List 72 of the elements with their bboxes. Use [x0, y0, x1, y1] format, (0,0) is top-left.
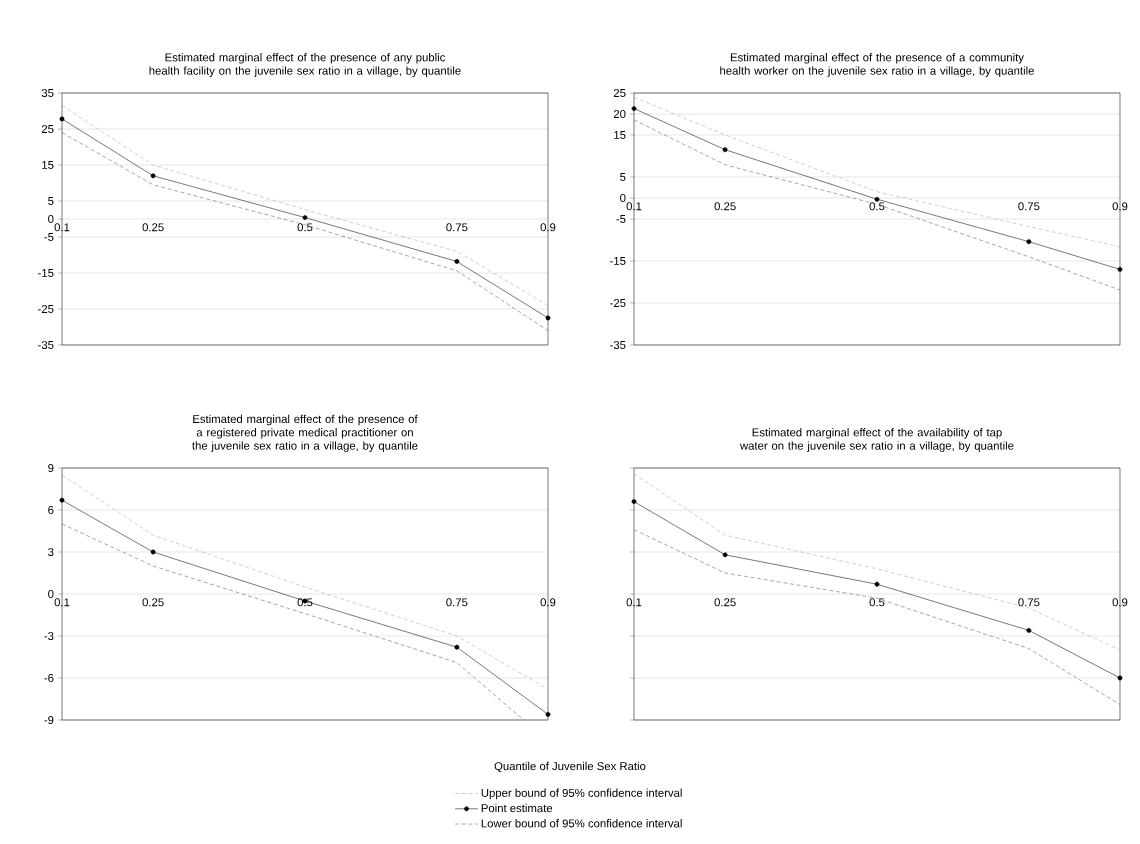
y-tick-label: 15 — [42, 161, 54, 169]
x-tick-label: 0.75 — [446, 223, 468, 232]
x-tick-label: 0.1 — [626, 202, 642, 211]
x-tick-label: 0.5 — [297, 223, 313, 232]
point — [1026, 239, 1032, 245]
point — [874, 581, 880, 587]
y-tick-label: -35 — [38, 340, 54, 349]
y-tick-label: 35 — [41, 89, 54, 98]
y-tick-label: -5 — [616, 215, 626, 223]
x-tick-label: 0.5 — [869, 598, 885, 607]
x-tick-label: 0.5 — [869, 202, 885, 211]
point — [59, 497, 65, 503]
x-tick-label: 0.9 — [1112, 598, 1128, 607]
chart-title: Estimated marginal effect of the availability of tap water on the juvenile sex ratio in a village, by quantile — [739, 428, 1014, 452]
point — [1026, 628, 1032, 633]
x-tick-label: 0.9 — [540, 223, 556, 232]
y-tick-label: -15 — [38, 269, 54, 277]
x-tick-label: 0.5 — [297, 598, 313, 607]
point — [545, 711, 551, 717]
point — [454, 644, 460, 650]
point — [454, 259, 460, 264]
point — [302, 215, 308, 220]
point — [722, 552, 728, 558]
legend-title: Quantile of Juvenile Sex Ratio — [494, 761, 646, 773]
x-tick-label: 0.25 — [142, 598, 164, 607]
y-tick-label: 0 — [48, 590, 54, 599]
point — [150, 173, 156, 179]
y-tick-label: -5 — [44, 233, 54, 241]
x-tick-label: 0.75 — [1018, 202, 1040, 211]
y-tick-label: 0 — [620, 194, 626, 203]
x-tick-label: 0.25 — [142, 223, 164, 232]
point — [722, 147, 728, 153]
point — [150, 549, 156, 555]
y-tick-label: 15 — [614, 131, 626, 139]
y-tick-label: 0 — [48, 215, 54, 224]
y-tick-label: -6 — [44, 674, 54, 683]
x-tick-label: 0.1 — [54, 598, 70, 607]
y-tick-label: 3 — [48, 548, 54, 557]
legend-label: Lower bound of 95% confidence interval — [481, 819, 682, 828]
chart-title: Estimated marginal effect of the presence of any public health facility on the juvenile sex ratio in a village, by quantile — [149, 53, 461, 77]
y-tick-label: 5 — [48, 197, 54, 205]
x-tick-label: 0.25 — [714, 202, 736, 211]
x-tick-label: 0.9 — [540, 598, 556, 607]
y-tick-label: -9 — [44, 716, 54, 725]
point — [874, 196, 880, 202]
y-tick-label: 25 — [613, 89, 626, 98]
y-tick-label: -35 — [610, 340, 626, 349]
x-tick-label: 0.75 — [1018, 598, 1040, 607]
chart-title: Estimated marginal effect of the presence of a community health worker on the juvenile sex ratio in a village, by quantile — [720, 53, 1034, 77]
y-tick-label: 9 — [48, 464, 54, 473]
y-tick-label: -25 — [38, 305, 54, 314]
x-tick-label: 0.25 — [714, 598, 736, 607]
y-tick-label: 25 — [41, 125, 54, 134]
y-tick-label: -3 — [44, 632, 54, 641]
x-tick-label: 0.75 — [446, 598, 468, 607]
legend-label: Upper bound of 95% confidence interval — [481, 788, 682, 800]
point — [545, 315, 551, 321]
y-tick-label: -15 — [610, 257, 626, 265]
point — [1117, 267, 1123, 272]
point — [1117, 675, 1123, 681]
y-tick-label: 6 — [48, 506, 54, 515]
point — [59, 116, 65, 122]
point — [631, 106, 637, 111]
chart-title: Estimated marginal effect of the presence of a registered private medical practitioner on the juvenile sex ratio in a village, by quantile — [192, 414, 418, 452]
x-tick-label: 0.1 — [626, 598, 642, 607]
legend-label: Point estimate — [481, 803, 553, 813]
point — [631, 499, 637, 505]
y-tick-label: 20 — [613, 110, 626, 119]
y-tick-label: 5 — [620, 173, 626, 181]
x-tick-label: 0.9 — [1112, 202, 1128, 211]
y-tick-label: -25 — [610, 299, 626, 308]
x-tick-label: 0.1 — [54, 223, 70, 232]
